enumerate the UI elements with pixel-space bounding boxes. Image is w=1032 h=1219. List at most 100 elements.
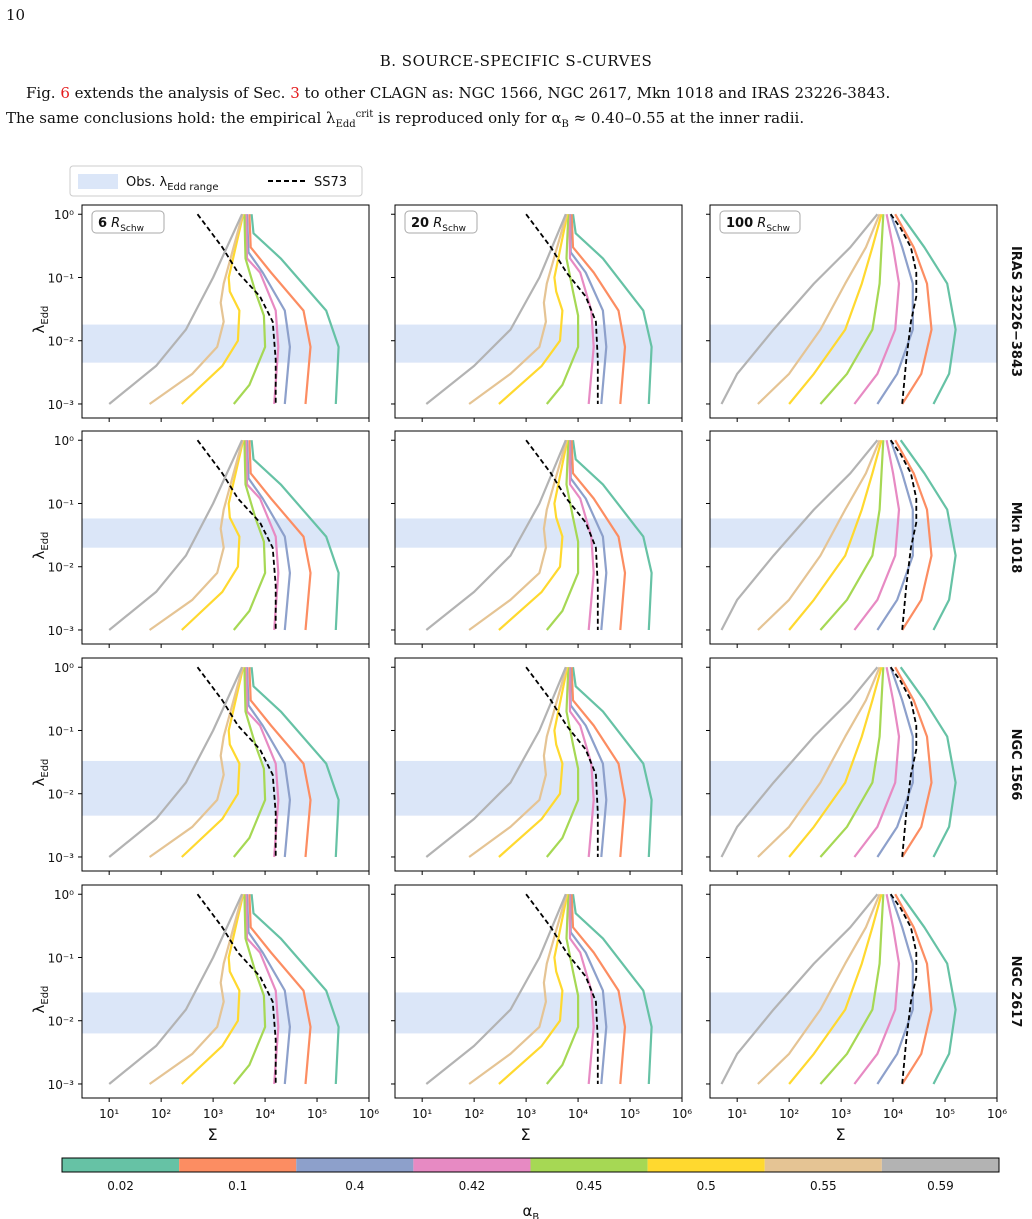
s-curve-alpha-0.5: [498, 893, 569, 1085]
x-tick-label: 10³: [203, 1107, 223, 1121]
figure-link[interactable]: 6: [60, 84, 70, 102]
s-curve-alpha-0.4: [876, 893, 914, 1085]
y-tick-label: 10⁻³: [48, 851, 75, 865]
obs-band: [82, 992, 369, 1034]
ss73-curve: [889, 893, 918, 1085]
y-tick-label: 10⁰: [54, 208, 74, 222]
panel-r1-c0: [78, 430, 370, 648]
s-curve-alpha-0.59: [425, 439, 567, 631]
y-tick-label: 10⁰: [54, 888, 74, 902]
y-axis-label: λEdd: [30, 986, 51, 1014]
y-tick-label: 10⁰: [54, 434, 74, 448]
panel-r3-c2: [706, 884, 998, 1102]
panel-r3-c0: [78, 884, 370, 1102]
s-curve-alpha-0.55: [468, 213, 568, 405]
s-curve-alpha-0.1: [894, 666, 933, 858]
s-curve-alpha-0.1: [894, 439, 933, 631]
s-curve-alpha-0.45: [232, 214, 267, 405]
panel-r3-c1: [391, 884, 683, 1102]
obs-band: [82, 324, 369, 363]
colorbar-label: αB: [523, 1202, 540, 1219]
ss73-curve: [889, 439, 918, 631]
colorbar-tick-label: 0.4: [345, 1179, 364, 1193]
s-curve-alpha-0.59: [425, 213, 567, 405]
s-curve-alpha-0.4: [245, 667, 291, 858]
obs-band: [82, 760, 369, 816]
row-source-label: Mkn 1018: [1008, 502, 1023, 574]
s-curve-alpha-0.4: [245, 214, 291, 405]
panel-frame: [81, 430, 370, 645]
obs-band: [395, 324, 682, 363]
colorbar-tick-label: 0.02: [107, 1179, 134, 1193]
s-curve-alpha-0.02: [250, 667, 340, 858]
colorbar-tick-label: 0.1: [228, 1179, 247, 1193]
s-curve-alpha-0.45: [232, 894, 267, 1085]
s-curve-alpha-0.59: [425, 666, 567, 858]
s-curve-alpha-0.45: [545, 894, 580, 1085]
radius-label: 20 RSchw: [411, 216, 466, 234]
y-tick-label: 10⁻²: [48, 561, 75, 575]
panel-bg: [82, 885, 369, 1098]
y-tick-label: 10⁻²: [48, 788, 75, 802]
ss73-curve: [889, 666, 918, 858]
s-curve-alpha-0.5: [788, 439, 883, 631]
s-curve-alpha-0.42: [568, 440, 595, 631]
panel-r1-c2: [706, 430, 998, 648]
s-curve-alpha-0.1: [570, 894, 627, 1085]
x-tick-label: 10⁵: [620, 1107, 640, 1121]
radius-label-box: [404, 210, 478, 234]
x-tick-label: 10⁴: [568, 1107, 588, 1121]
s-curve-alpha-0.4: [245, 894, 291, 1085]
s-curve-alpha-0.42: [568, 894, 595, 1085]
s-curve-alpha-0.5: [498, 666, 569, 858]
s-curve-alpha-0.45: [819, 214, 885, 405]
panel-frame: [394, 430, 683, 645]
s-curve-alpha-0.1: [248, 894, 312, 1085]
s-curve-alpha-0.59: [425, 893, 567, 1085]
s-curve-alpha-0.1: [248, 667, 312, 858]
s-curve-alpha-0.55: [468, 666, 568, 858]
s-curve-alpha-0.02: [899, 439, 957, 631]
y-tick-label: 10⁻¹: [48, 951, 75, 965]
s-curve-alpha-0.1: [894, 213, 933, 405]
panel-bg: [395, 205, 682, 418]
panel-frame: [709, 657, 998, 872]
y-tick-label: 10⁻³: [48, 398, 75, 412]
section-link[interactable]: 3: [290, 84, 300, 102]
s-curve-alpha-0.42: [853, 893, 901, 1085]
x-tick-label: 10⁶: [987, 1107, 1007, 1121]
legend-box: [69, 165, 363, 197]
s-curve-alpha-0.1: [894, 893, 933, 1085]
s-curve-alpha-0.45: [819, 667, 885, 858]
s-curve-alpha-0.42: [568, 214, 595, 405]
panel-bg: [710, 205, 997, 418]
ss73-curve: [196, 666, 277, 857]
x-axis-label: Σ: [836, 1125, 846, 1144]
s-curve-alpha-0.42: [244, 667, 280, 858]
s-curve-alpha-0.45: [232, 667, 267, 858]
ss73-curve: [525, 213, 599, 404]
s-curve-alpha-0.02: [571, 667, 653, 858]
x-tick-label: 10²: [779, 1107, 799, 1121]
x-tick-label: 10³: [516, 1107, 536, 1121]
colorbar-tick-label: 0.45: [576, 1179, 603, 1193]
y-tick-label: 10⁻²: [48, 335, 75, 349]
s-curve-alpha-0.59: [720, 213, 879, 405]
s-curve-alpha-0.5: [181, 213, 245, 405]
obs-band: [710, 324, 997, 363]
s-curve-alpha-0.42: [568, 667, 595, 858]
x-axis-label: Σ: [521, 1125, 531, 1144]
panel-frame: [81, 204, 370, 419]
panel-frame: [394, 204, 683, 419]
s-curve-alpha-0.59: [720, 666, 879, 858]
s-curve-alpha-0.4: [876, 213, 914, 405]
colorbar-segment-0.59: [881, 1158, 999, 1172]
s-curve-alpha-0.4: [876, 666, 914, 858]
panel-bg: [710, 885, 997, 1098]
s-curve-alpha-0.55: [757, 666, 881, 858]
row-source-label: IRAS 23226−3843: [1008, 246, 1023, 377]
radius-label: 6 RSchw: [98, 216, 144, 234]
panel-frame: [394, 657, 683, 872]
x-tick-label: 10⁶: [672, 1107, 692, 1121]
s-curve-alpha-0.55: [468, 439, 568, 631]
